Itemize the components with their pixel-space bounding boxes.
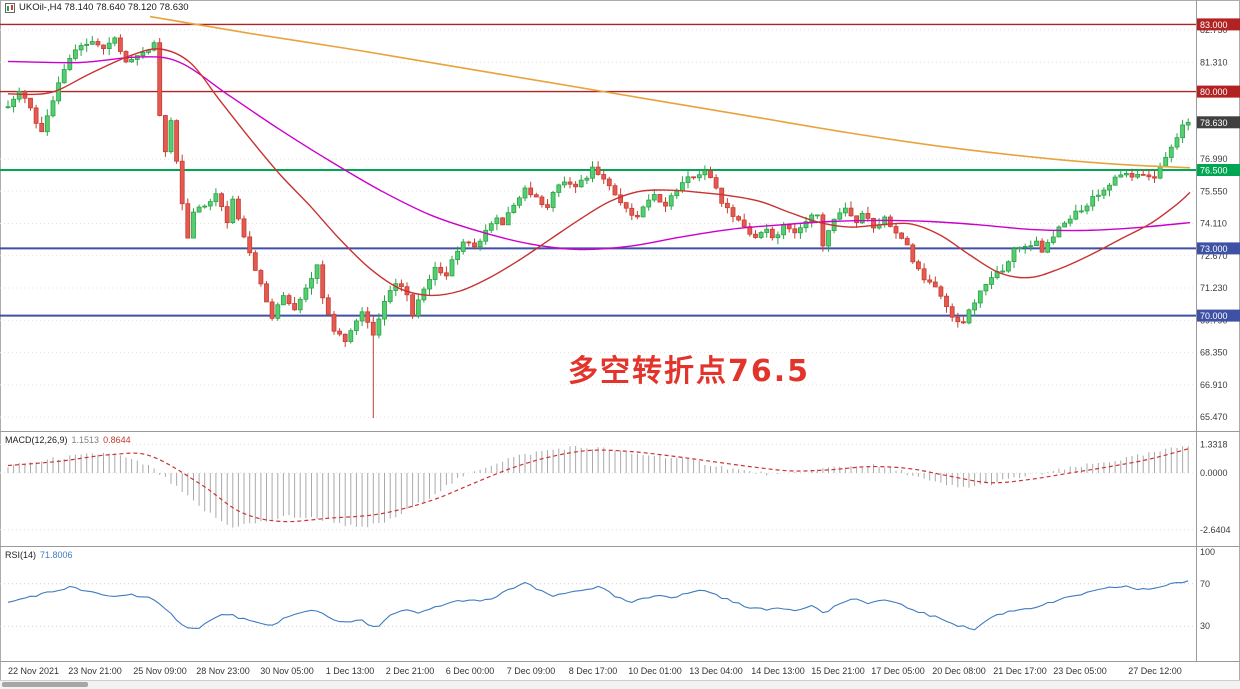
price-axis: 82.75081.31076.99075.55074.11072.67071.2… xyxy=(1197,18,1240,422)
svg-text:23 Nov 21:00: 23 Nov 21:00 xyxy=(68,666,122,676)
candlesticks xyxy=(5,34,1191,418)
svg-text:100: 100 xyxy=(1200,547,1215,557)
chart-title: UKOil-,H4 78.140 78.640 78.120 78.630 xyxy=(5,2,189,13)
chart-title-text: UKOil-,H4 78.140 78.640 78.120 78.630 xyxy=(19,2,189,13)
svg-text:13 Dec 04:00: 13 Dec 04:00 xyxy=(689,666,743,676)
svg-text:0.0000: 0.0000 xyxy=(1200,468,1228,478)
svg-text:83.000: 83.000 xyxy=(1200,20,1228,30)
svg-text:78.630: 78.630 xyxy=(1200,118,1228,128)
price-badge-80.000 xyxy=(1197,85,1240,98)
svg-text:74.110: 74.110 xyxy=(1200,219,1227,229)
rsi-name: RSI(14) xyxy=(5,550,37,560)
svg-text:-2.6404: -2.6404 xyxy=(1200,525,1231,535)
rsi-value: 71.8006 xyxy=(40,550,73,560)
price-badge-83.000 xyxy=(1197,18,1240,31)
svg-text:2 Dec 21:00: 2 Dec 21:00 xyxy=(386,666,435,676)
svg-text:68.350: 68.350 xyxy=(1200,348,1228,358)
price-gridlines xyxy=(0,29,1196,418)
price-badge-76.500 xyxy=(1197,164,1240,176)
svg-text:81.310: 81.310 xyxy=(1200,57,1228,67)
macd-signal-value: 0.8644 xyxy=(103,435,131,445)
price-badge-78.630 xyxy=(1197,116,1240,129)
ma-line-slow xyxy=(149,15,1191,169)
svg-text:76.990: 76.990 xyxy=(1200,154,1228,164)
ma-line-medium xyxy=(7,56,1191,251)
scrollbar-thumb[interactable] xyxy=(2,682,88,687)
svg-text:72.670: 72.670 xyxy=(1200,251,1228,261)
svg-text:80.000: 80.000 xyxy=(1200,87,1228,97)
horizontal-scrollbar[interactable] xyxy=(0,680,1240,689)
svg-text:30: 30 xyxy=(1200,621,1210,631)
price-badge-73.000 xyxy=(1197,242,1240,255)
svg-text:22 Nov 2021: 22 Nov 2021 xyxy=(8,666,59,676)
rsi-indicator-label: RSI(14) 71.8006 xyxy=(5,550,73,560)
svg-text:73.000: 73.000 xyxy=(1200,244,1228,254)
svg-text:14 Dec 13:00: 14 Dec 13:00 xyxy=(751,666,805,676)
svg-text:23 Dec 05:00: 23 Dec 05:00 xyxy=(1053,666,1107,676)
time-axis: 22 Nov 2021 23 Nov 21:00 25 Nov 09:00 28 No… xyxy=(8,666,1182,676)
svg-text:76.500: 76.500 xyxy=(1200,166,1228,176)
svg-text:27 Dec 12:00: 27 Dec 12:00 xyxy=(1128,666,1182,676)
macd-main-value: 1.1513 xyxy=(71,435,100,445)
svg-text:71.230: 71.230 xyxy=(1200,283,1228,293)
macd-panel: 1.3318 0.0000 -2.6404 xyxy=(0,439,1231,535)
svg-text:10 Dec 01:00: 10 Dec 01:00 xyxy=(628,666,682,676)
svg-text:20 Dec 08:00: 20 Dec 08:00 xyxy=(932,666,986,676)
macd-indicator-label: MACD(12,26,9) 1.1513 0.8644 xyxy=(5,435,131,445)
svg-text:1.3318: 1.3318 xyxy=(1200,439,1228,449)
macd-name: MACD(12,26,9) xyxy=(5,435,68,445)
svg-text:8 Dec 17:00: 8 Dec 17:00 xyxy=(569,666,618,676)
svg-text:70: 70 xyxy=(1200,579,1210,589)
rsi-panel: 100 70 30 xyxy=(0,547,1215,631)
macd-signal-line xyxy=(7,447,1191,523)
svg-text:30 Nov 05:00: 30 Nov 05:00 xyxy=(260,666,314,676)
svg-text:17 Dec 05:00: 17 Dec 05:00 xyxy=(871,666,925,676)
svg-text:21 Dec 17:00: 21 Dec 17:00 xyxy=(993,666,1047,676)
rsi-line xyxy=(7,580,1189,631)
chart-icon xyxy=(5,2,15,13)
annotation-text[interactable]: 多空转折点76.5 xyxy=(568,354,811,389)
svg-text:65.470: 65.470 xyxy=(1200,412,1228,422)
svg-text:66.910: 66.910 xyxy=(1200,380,1228,390)
ma-line-fast xyxy=(7,48,1191,297)
panel-separators xyxy=(0,0,1240,662)
svg-text:15 Dec 21:00: 15 Dec 21:00 xyxy=(811,666,865,676)
svg-text:6 Dec 00:00: 6 Dec 00:00 xyxy=(446,666,495,676)
svg-text:25 Nov 09:00: 25 Nov 09:00 xyxy=(133,666,187,676)
svg-text:7 Dec 09:00: 7 Dec 09:00 xyxy=(507,666,556,676)
svg-text:1 Dec 13:00: 1 Dec 13:00 xyxy=(326,666,375,676)
svg-text:28 Nov 23:00: 28 Nov 23:00 xyxy=(196,666,250,676)
svg-text:75.550: 75.550 xyxy=(1200,186,1228,196)
svg-text:70.000: 70.000 xyxy=(1200,311,1228,321)
price-badge-70.000 xyxy=(1197,309,1240,322)
